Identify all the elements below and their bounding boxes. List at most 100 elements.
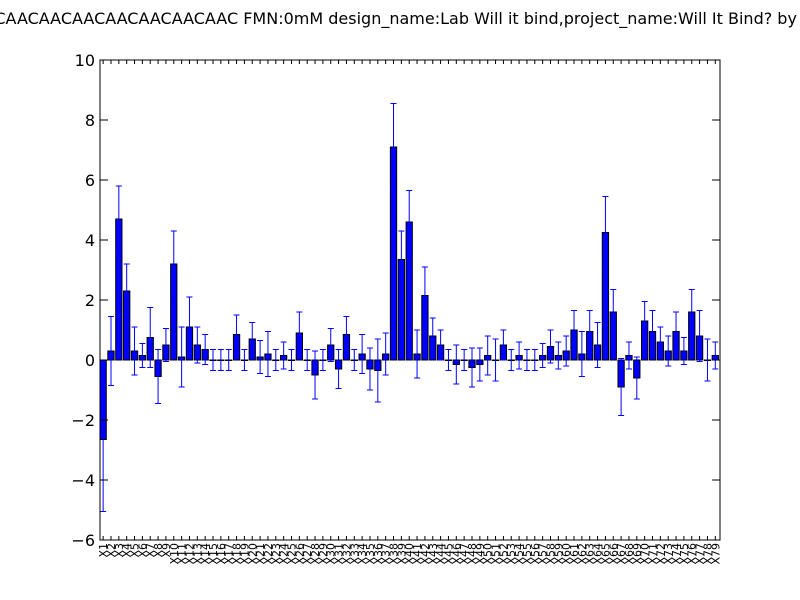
x-tick-label-x60: X60 [560, 543, 573, 565]
error-bar-x69 [633, 356, 640, 400]
x-tick-label-x78: X78 [701, 543, 714, 565]
error-bar-x11 [178, 326, 185, 388]
x-tick-label-x39: X39 [395, 543, 408, 565]
x-tick-label-x27: X27 [301, 543, 314, 565]
error-bar-x49 [476, 347, 483, 382]
error-bar-x26 [296, 311, 303, 355]
error-bar-x74 [673, 311, 680, 352]
error-bar-x35 [366, 347, 373, 391]
error-bar-x54 [516, 341, 523, 370]
x-tick-label-x46: X46 [450, 543, 463, 565]
error-bar-x42 [421, 266, 428, 325]
error-bar-x79 [712, 341, 719, 370]
error-bar-x28 [312, 350, 319, 400]
x-tick-label-x12: X12 [183, 543, 196, 565]
x-tick-label-x71: X71 [647, 543, 660, 565]
error-bar-x47 [461, 349, 468, 371]
error-bar-x55 [523, 349, 530, 371]
x-tick-label-x29: X29 [317, 543, 330, 565]
x-tick-label-x15: X15 [207, 543, 220, 565]
error-bar-x31 [335, 349, 342, 389]
y-tick-label: −2 [71, 411, 95, 430]
x-tick-label-x79: X79 [709, 543, 722, 565]
axes-frame [99, 59, 721, 541]
x-tick-label-x48: X48 [466, 543, 479, 565]
x-tick-label-x45: X45 [442, 543, 455, 565]
error-bar-x75 [680, 337, 687, 365]
x-tick-label-x69: X69 [631, 543, 644, 565]
error-bar-x34 [359, 334, 366, 374]
error-bar-x30 [327, 328, 334, 362]
x-tick-label-x72: X72 [654, 543, 667, 565]
error-bar-x48 [469, 347, 475, 388]
x-tick-label-x75: X75 [678, 543, 691, 565]
error-bar-x27 [304, 349, 311, 371]
error-bar-x56 [531, 349, 538, 371]
x-tick-label-x64: X64 [592, 543, 605, 565]
x-tick-label-x20: X20 [246, 543, 259, 565]
error-bar-x32 [343, 316, 350, 353]
x-tick-label-x43: X43 [427, 543, 440, 565]
error-bar-x62 [578, 331, 585, 377]
error-bar-x58 [547, 329, 554, 364]
error-bar-x67 [618, 358, 625, 416]
error-bar-x76 [688, 289, 695, 335]
x-tick-label-x1: X1 [97, 543, 110, 558]
error-bar-x59 [555, 341, 562, 370]
error-bar-x2 [107, 316, 114, 386]
x-tick-label-x41: X41 [411, 543, 424, 565]
x-tick-label-x38: X38 [388, 543, 401, 565]
error-bar-x9 [162, 328, 169, 362]
error-bar-x57 [539, 343, 546, 368]
x-tick-label-x57: X57 [537, 543, 550, 565]
error-bar-x15 [210, 349, 217, 371]
x-tick-label-x44: X44 [435, 543, 448, 565]
x-tick-label-x66: X66 [607, 543, 620, 565]
y-tick-label: 8 [85, 111, 95, 130]
error-bar-x43 [429, 317, 436, 355]
error-bar-x60 [563, 335, 570, 367]
y-tick-label: 4 [85, 231, 95, 250]
x-tick-label-x73: X73 [662, 543, 675, 565]
error-bar-x7 [147, 307, 154, 368]
x-tick-label-x74: X74 [670, 543, 683, 565]
x-tick-label-x3: X3 [113, 543, 126, 558]
y-tick-label: 10 [75, 51, 95, 70]
error-bar-x6 [139, 343, 146, 368]
error-bar-x52 [500, 329, 507, 361]
error-bar-x10 [170, 230, 177, 298]
error-bar-x24 [280, 341, 287, 370]
y-axis: −6 −4 −2 0 2 4 6 8 10 [71, 51, 720, 550]
x-tick-label-x49: X49 [474, 543, 487, 565]
error-bar-x5 [131, 326, 138, 376]
error-bar-x77 [696, 310, 703, 362]
x-tick-label-x56: X56 [529, 543, 542, 565]
error-bar-x71 [649, 310, 656, 353]
x-tick-label-x32: X32 [340, 543, 353, 565]
error-bar-x33 [351, 349, 358, 371]
x-tick-label-x10: X10 [168, 543, 181, 565]
x-tick-label-x65: X65 [599, 543, 612, 565]
x-tick-label-x22: X22 [262, 543, 275, 565]
x-tick-label-x34: X34 [356, 543, 369, 565]
error-bar-x45 [445, 349, 452, 371]
x-tick-label-x37: X37 [380, 543, 393, 565]
x-tick-label-x52: X52 [497, 543, 510, 565]
x-tick-label-x51: X51 [490, 543, 503, 565]
x-tick-label-x8: X8 [152, 543, 165, 558]
y-tick-label: 0 [85, 351, 95, 370]
error-bar-x23 [272, 349, 279, 371]
error-bar-x8 [155, 349, 162, 404]
y-tick-label: 6 [85, 171, 95, 190]
y-tick-label: −6 [71, 531, 95, 550]
x-tick-label-x21: X21 [254, 543, 267, 565]
x-tick-label-x18: X18 [231, 543, 244, 565]
x-tick-label-x30: X30 [325, 543, 338, 565]
error-bar-x12 [186, 296, 193, 358]
x-axis: X1X2X3X4X5X6X7X8X9X10X11X12X13X14X15X16X… [97, 60, 722, 565]
y-tick-label: −4 [71, 471, 95, 490]
error-bar-x19 [241, 349, 248, 371]
x-tick-label-x53: X53 [505, 543, 518, 565]
error-bar-x63 [586, 310, 593, 353]
error-bars-layer [100, 103, 719, 512]
